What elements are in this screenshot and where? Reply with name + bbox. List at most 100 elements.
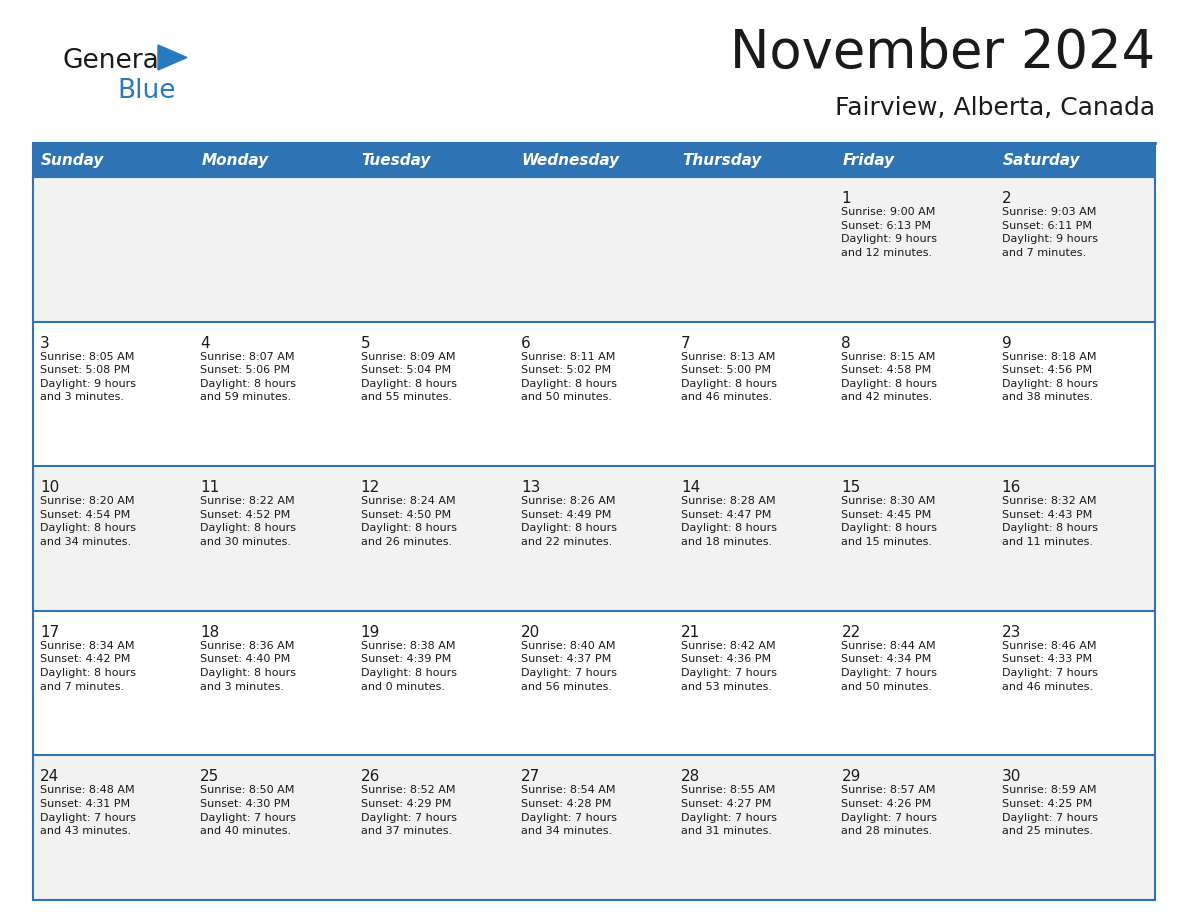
- Text: 2: 2: [1001, 191, 1011, 206]
- Text: Sunrise: 8:54 AM
Sunset: 4:28 PM
Daylight: 7 hours
and 34 minutes.: Sunrise: 8:54 AM Sunset: 4:28 PM Dayligh…: [520, 786, 617, 836]
- Text: 25: 25: [201, 769, 220, 784]
- Bar: [33, 321, 194, 466]
- Bar: [33, 756, 194, 900]
- Text: General: General: [62, 48, 166, 74]
- Bar: [834, 610, 994, 756]
- Bar: [33, 466, 194, 610]
- Text: 11: 11: [201, 480, 220, 495]
- Bar: [994, 466, 1155, 610]
- Text: 9: 9: [1001, 336, 1011, 351]
- Bar: [194, 610, 354, 756]
- Bar: [194, 466, 354, 610]
- Bar: [194, 177, 354, 321]
- Text: Sunrise: 8:52 AM
Sunset: 4:29 PM
Daylight: 7 hours
and 37 minutes.: Sunrise: 8:52 AM Sunset: 4:29 PM Dayligh…: [361, 786, 456, 836]
- Bar: [514, 321, 674, 466]
- Bar: [33, 610, 194, 756]
- Text: 30: 30: [1001, 769, 1022, 784]
- Bar: [834, 756, 994, 900]
- Bar: [674, 756, 834, 900]
- Bar: [354, 321, 514, 466]
- Bar: [834, 321, 994, 466]
- Text: 18: 18: [201, 625, 220, 640]
- Text: Sunday: Sunday: [42, 153, 105, 169]
- Text: Sunrise: 8:44 AM
Sunset: 4:34 PM
Daylight: 7 hours
and 50 minutes.: Sunrise: 8:44 AM Sunset: 4:34 PM Dayligh…: [841, 641, 937, 691]
- Text: Sunrise: 8:18 AM
Sunset: 4:56 PM
Daylight: 8 hours
and 38 minutes.: Sunrise: 8:18 AM Sunset: 4:56 PM Dayligh…: [1001, 352, 1098, 402]
- Text: Thursday: Thursday: [682, 153, 762, 169]
- Text: Sunrise: 8:05 AM
Sunset: 5:08 PM
Daylight: 9 hours
and 3 minutes.: Sunrise: 8:05 AM Sunset: 5:08 PM Dayligh…: [40, 352, 135, 402]
- Bar: [834, 143, 994, 177]
- Bar: [514, 610, 674, 756]
- Bar: [994, 610, 1155, 756]
- Text: Sunrise: 8:42 AM
Sunset: 4:36 PM
Daylight: 7 hours
and 53 minutes.: Sunrise: 8:42 AM Sunset: 4:36 PM Dayligh…: [681, 641, 777, 691]
- Text: 6: 6: [520, 336, 531, 351]
- Text: Sunrise: 8:57 AM
Sunset: 4:26 PM
Daylight: 7 hours
and 28 minutes.: Sunrise: 8:57 AM Sunset: 4:26 PM Dayligh…: [841, 786, 937, 836]
- Bar: [194, 756, 354, 900]
- Text: 5: 5: [361, 336, 371, 351]
- Text: Sunrise: 8:38 AM
Sunset: 4:39 PM
Daylight: 8 hours
and 0 minutes.: Sunrise: 8:38 AM Sunset: 4:39 PM Dayligh…: [361, 641, 456, 691]
- Text: Sunrise: 8:09 AM
Sunset: 5:04 PM
Daylight: 8 hours
and 55 minutes.: Sunrise: 8:09 AM Sunset: 5:04 PM Dayligh…: [361, 352, 456, 402]
- Text: 12: 12: [361, 480, 380, 495]
- Bar: [194, 321, 354, 466]
- Bar: [674, 466, 834, 610]
- Text: Sunrise: 8:46 AM
Sunset: 4:33 PM
Daylight: 7 hours
and 46 minutes.: Sunrise: 8:46 AM Sunset: 4:33 PM Dayligh…: [1001, 641, 1098, 691]
- Text: Sunrise: 8:59 AM
Sunset: 4:25 PM
Daylight: 7 hours
and 25 minutes.: Sunrise: 8:59 AM Sunset: 4:25 PM Dayligh…: [1001, 786, 1098, 836]
- Text: 14: 14: [681, 480, 701, 495]
- Text: 28: 28: [681, 769, 701, 784]
- Bar: [354, 610, 514, 756]
- Text: Sunrise: 8:13 AM
Sunset: 5:00 PM
Daylight: 8 hours
and 46 minutes.: Sunrise: 8:13 AM Sunset: 5:00 PM Dayligh…: [681, 352, 777, 402]
- Text: 20: 20: [520, 625, 541, 640]
- Bar: [674, 321, 834, 466]
- Text: 13: 13: [520, 480, 541, 495]
- Text: 4: 4: [201, 336, 210, 351]
- Text: Saturday: Saturday: [1003, 153, 1080, 169]
- Text: 22: 22: [841, 625, 860, 640]
- Bar: [33, 143, 1155, 900]
- Text: Wednesday: Wednesday: [522, 153, 620, 169]
- Text: Sunrise: 8:32 AM
Sunset: 4:43 PM
Daylight: 8 hours
and 11 minutes.: Sunrise: 8:32 AM Sunset: 4:43 PM Dayligh…: [1001, 497, 1098, 547]
- Bar: [994, 756, 1155, 900]
- Text: 29: 29: [841, 769, 861, 784]
- Text: Sunrise: 9:00 AM
Sunset: 6:13 PM
Daylight: 9 hours
and 12 minutes.: Sunrise: 9:00 AM Sunset: 6:13 PM Dayligh…: [841, 207, 937, 258]
- Text: 3: 3: [40, 336, 50, 351]
- Text: Sunrise: 8:48 AM
Sunset: 4:31 PM
Daylight: 7 hours
and 43 minutes.: Sunrise: 8:48 AM Sunset: 4:31 PM Dayligh…: [40, 786, 135, 836]
- Bar: [994, 177, 1155, 321]
- Bar: [514, 756, 674, 900]
- Bar: [674, 177, 834, 321]
- Text: 26: 26: [361, 769, 380, 784]
- Text: 15: 15: [841, 480, 860, 495]
- Text: 27: 27: [520, 769, 541, 784]
- Bar: [354, 177, 514, 321]
- Text: Sunrise: 8:40 AM
Sunset: 4:37 PM
Daylight: 7 hours
and 56 minutes.: Sunrise: 8:40 AM Sunset: 4:37 PM Dayligh…: [520, 641, 617, 691]
- Text: Sunrise: 8:22 AM
Sunset: 4:52 PM
Daylight: 8 hours
and 30 minutes.: Sunrise: 8:22 AM Sunset: 4:52 PM Dayligh…: [201, 497, 296, 547]
- Text: 19: 19: [361, 625, 380, 640]
- Text: Sunrise: 8:24 AM
Sunset: 4:50 PM
Daylight: 8 hours
and 26 minutes.: Sunrise: 8:24 AM Sunset: 4:50 PM Dayligh…: [361, 497, 456, 547]
- Text: Sunrise: 8:34 AM
Sunset: 4:42 PM
Daylight: 8 hours
and 7 minutes.: Sunrise: 8:34 AM Sunset: 4:42 PM Dayligh…: [40, 641, 135, 691]
- Text: 8: 8: [841, 336, 851, 351]
- Text: Sunrise: 8:11 AM
Sunset: 5:02 PM
Daylight: 8 hours
and 50 minutes.: Sunrise: 8:11 AM Sunset: 5:02 PM Dayligh…: [520, 352, 617, 402]
- Text: 17: 17: [40, 625, 59, 640]
- Bar: [514, 177, 674, 321]
- Text: Friday: Friday: [842, 153, 895, 169]
- Text: Sunrise: 8:30 AM
Sunset: 4:45 PM
Daylight: 8 hours
and 15 minutes.: Sunrise: 8:30 AM Sunset: 4:45 PM Dayligh…: [841, 497, 937, 547]
- Text: Fairview, Alberta, Canada: Fairview, Alberta, Canada: [835, 96, 1155, 120]
- Bar: [834, 177, 994, 321]
- Text: Sunrise: 8:28 AM
Sunset: 4:47 PM
Daylight: 8 hours
and 18 minutes.: Sunrise: 8:28 AM Sunset: 4:47 PM Dayligh…: [681, 497, 777, 547]
- Text: Sunrise: 8:07 AM
Sunset: 5:06 PM
Daylight: 8 hours
and 59 minutes.: Sunrise: 8:07 AM Sunset: 5:06 PM Dayligh…: [201, 352, 296, 402]
- Text: 21: 21: [681, 625, 701, 640]
- Bar: [674, 143, 834, 177]
- Text: 1: 1: [841, 191, 851, 206]
- Bar: [994, 321, 1155, 466]
- Text: Sunrise: 8:36 AM
Sunset: 4:40 PM
Daylight: 8 hours
and 3 minutes.: Sunrise: 8:36 AM Sunset: 4:40 PM Dayligh…: [201, 641, 296, 691]
- Bar: [994, 143, 1155, 177]
- Bar: [514, 466, 674, 610]
- Bar: [33, 143, 194, 177]
- Text: 16: 16: [1001, 480, 1022, 495]
- Bar: [354, 756, 514, 900]
- Text: 10: 10: [40, 480, 59, 495]
- Bar: [33, 177, 194, 321]
- Text: 23: 23: [1001, 625, 1022, 640]
- Text: 7: 7: [681, 336, 690, 351]
- Bar: [674, 610, 834, 756]
- Bar: [354, 143, 514, 177]
- Text: 24: 24: [40, 769, 59, 784]
